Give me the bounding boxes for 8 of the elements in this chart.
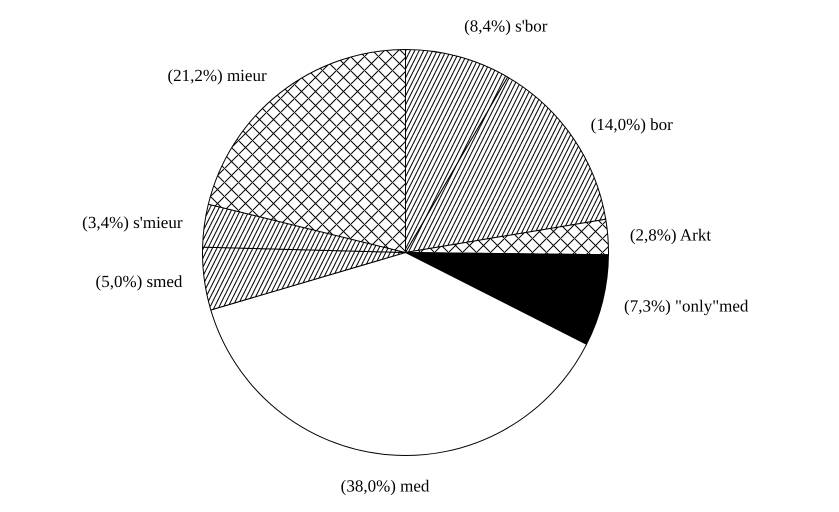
slice-label: (3,4%) s'mieur [82,213,183,232]
slice-label: (14,0%) bor [590,115,674,134]
slice-label: (21,2%) mieur [167,66,267,85]
slice-label: (5,0%) smed [96,272,183,292]
slice-label: (7,3%) "only"med [624,296,749,316]
slice-label: (8,4%) s'bor [464,16,548,36]
slice-label: (38,0%) med [340,476,430,496]
slice-label: (2,8%) Arkt [630,226,712,245]
